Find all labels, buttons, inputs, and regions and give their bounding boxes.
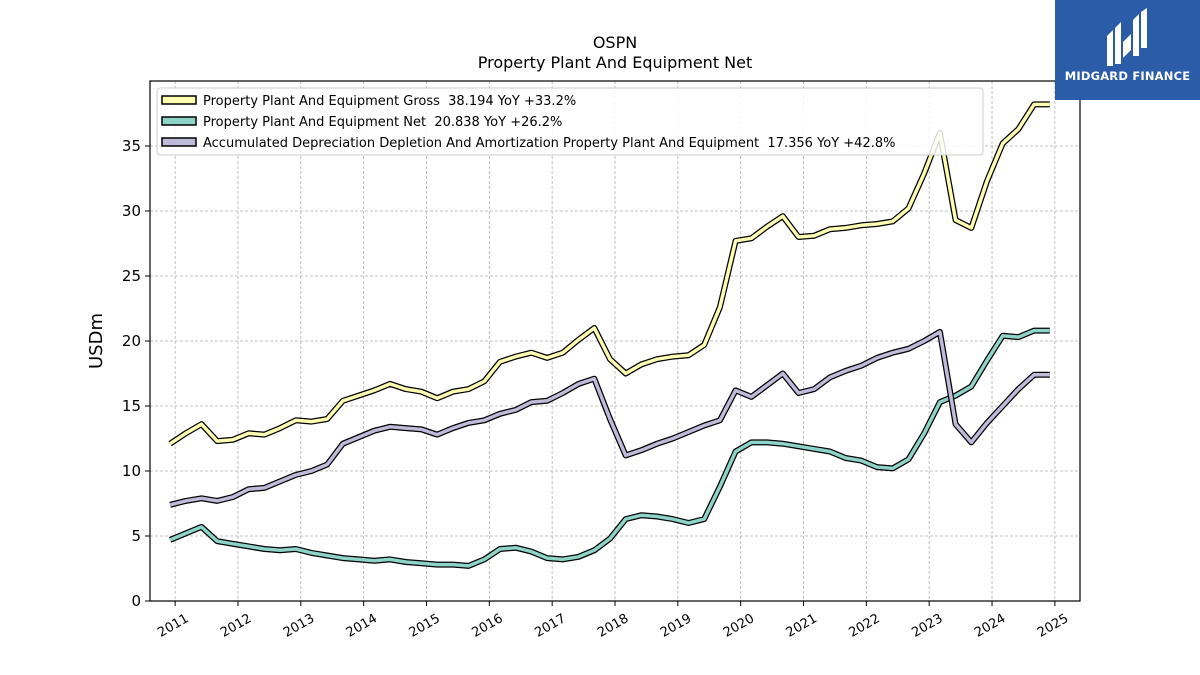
series-line-2 — [168, 327, 1050, 569]
y-tick-label: 35 — [122, 137, 141, 155]
legend-label: Property Plant And Equipment Net 20.838 … — [203, 115, 562, 130]
legend-box — [156, 87, 984, 156]
y-tick-label: 0 — [131, 592, 141, 610]
legend-label: Property Plant And Equipment Gross 38.19… — [203, 94, 576, 109]
logo-text: MIDGARD FINANCE — [1064, 69, 1191, 83]
legend-item: Property Plant And Equipment Gross 38.19… — [161, 94, 576, 109]
y-tick-label: 5 — [131, 527, 141, 545]
series-stroke — [169, 102, 1050, 446]
legend-swatch — [161, 95, 197, 105]
y-tick-label: 30 — [122, 202, 141, 220]
legend: Property Plant And Equipment Gross 38.19… — [156, 87, 984, 156]
y-axis-label: USDm — [86, 313, 107, 369]
y-tick-label: 15 — [122, 397, 141, 415]
y-tick-label: 20 — [122, 332, 141, 350]
series-line-3 — [169, 328, 1050, 508]
legend-swatch — [161, 116, 197, 126]
legend-item: Property Plant And Equipment Net 20.838 … — [161, 115, 562, 130]
logo-mark-icon — [1107, 8, 1147, 66]
legend-item: Accumulated Depreciation Depletion And A… — [161, 136, 895, 151]
brand-logo: MIDGARD FINANCE — [1055, 0, 1200, 100]
series-stroke — [169, 328, 1050, 568]
series-line-1 — [168, 101, 1050, 447]
legend-label: Accumulated Depreciation Depletion And A… — [203, 136, 895, 151]
y-tick-label: 25 — [122, 267, 141, 285]
chart-title: OSPN — [593, 33, 637, 52]
series-lines — [168, 101, 1050, 569]
y-axis: 0 5 10 15 20 25 30 35 — [122, 137, 150, 610]
legend-swatch — [161, 137, 197, 147]
series-stroke — [169, 330, 1050, 507]
y-tick-label: 10 — [122, 462, 141, 480]
chart-subtitle: Property Plant And Equipment Net — [478, 53, 753, 72]
